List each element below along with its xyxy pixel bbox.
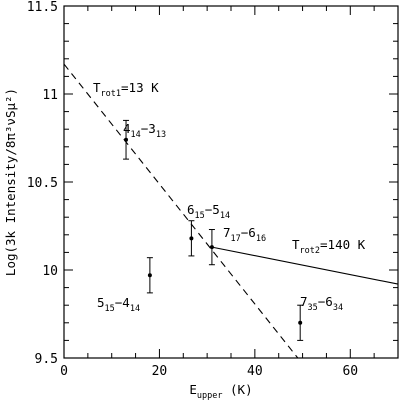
- data-point: [189, 236, 194, 241]
- y-axis-title: Log(3k Intensity/8π³νSμ²): [3, 88, 18, 276]
- y-tick-label: 10: [42, 264, 58, 279]
- data-point: [298, 320, 303, 325]
- y-tick-label: 11: [42, 88, 58, 103]
- y-tick-label: 9.5: [35, 352, 58, 367]
- x-tick-label: 40: [247, 364, 263, 379]
- transition-label: 735−634: [300, 294, 343, 313]
- label-part: =140 K: [320, 237, 366, 252]
- label-part: 17: [231, 234, 241, 244]
- transition-label: 615−514: [187, 202, 230, 221]
- label-part: (K): [223, 382, 253, 397]
- data-points: [123, 119, 304, 341]
- x-tick-label: 0: [60, 364, 68, 379]
- label-part: T: [93, 80, 101, 95]
- label-part: 14: [130, 304, 140, 314]
- axis-titles: Eupper (K) Log(3k Intensity/8π³νSμ²): [3, 88, 253, 401]
- label-part: −6: [241, 225, 256, 240]
- label-part: −4: [115, 295, 130, 310]
- label-part: rot2: [300, 246, 320, 256]
- label-part: 7: [223, 225, 231, 240]
- tick-labels: 0 20 40 60 9.5 10 10.5 11 11.5: [27, 0, 358, 379]
- label-part: −3: [141, 121, 156, 136]
- x-tick-label: 60: [342, 364, 358, 379]
- label-part: 34: [333, 303, 343, 313]
- label-part: T: [292, 237, 300, 252]
- x-tick-label: 20: [152, 364, 168, 379]
- label-part: 15: [195, 211, 205, 221]
- label-part: rot1: [101, 89, 121, 99]
- label-part: =13 K: [121, 80, 159, 95]
- transition-label: 717−616: [223, 225, 266, 244]
- axes: [63, 5, 399, 359]
- transition-label: 515−414: [97, 295, 140, 314]
- label-part: 6: [187, 202, 195, 217]
- label-part: E: [189, 382, 197, 397]
- y-tick-label: 11.5: [27, 0, 58, 15]
- label-part: 14: [220, 211, 230, 221]
- label-part: −6: [318, 294, 333, 309]
- fit-label: Trot1=13 K: [93, 80, 159, 99]
- fit-line-trot1: [63, 63, 299, 359]
- data-point: [124, 137, 129, 142]
- label-part: 35: [308, 303, 318, 313]
- label-part: 4: [123, 121, 131, 136]
- label-part: 16: [256, 234, 266, 244]
- fit-label: Trot2=140 K: [292, 237, 366, 256]
- fit-line-trot2: [211, 246, 399, 285]
- data-point: [147, 273, 152, 278]
- fit-lines: [63, 63, 399, 359]
- y-tick-label: 10.5: [27, 176, 58, 191]
- data-point: [209, 245, 214, 250]
- label-part: 14: [131, 130, 141, 140]
- label-part: 13: [156, 130, 166, 140]
- x-axis-title: Eupper (K): [189, 382, 252, 401]
- label-part: upper: [197, 391, 223, 401]
- transition-label: 414−313: [123, 121, 166, 140]
- label-part: 7: [300, 294, 308, 309]
- label-part: 15: [105, 304, 115, 314]
- label-part: −5: [205, 202, 220, 217]
- label-part: 5: [97, 295, 105, 310]
